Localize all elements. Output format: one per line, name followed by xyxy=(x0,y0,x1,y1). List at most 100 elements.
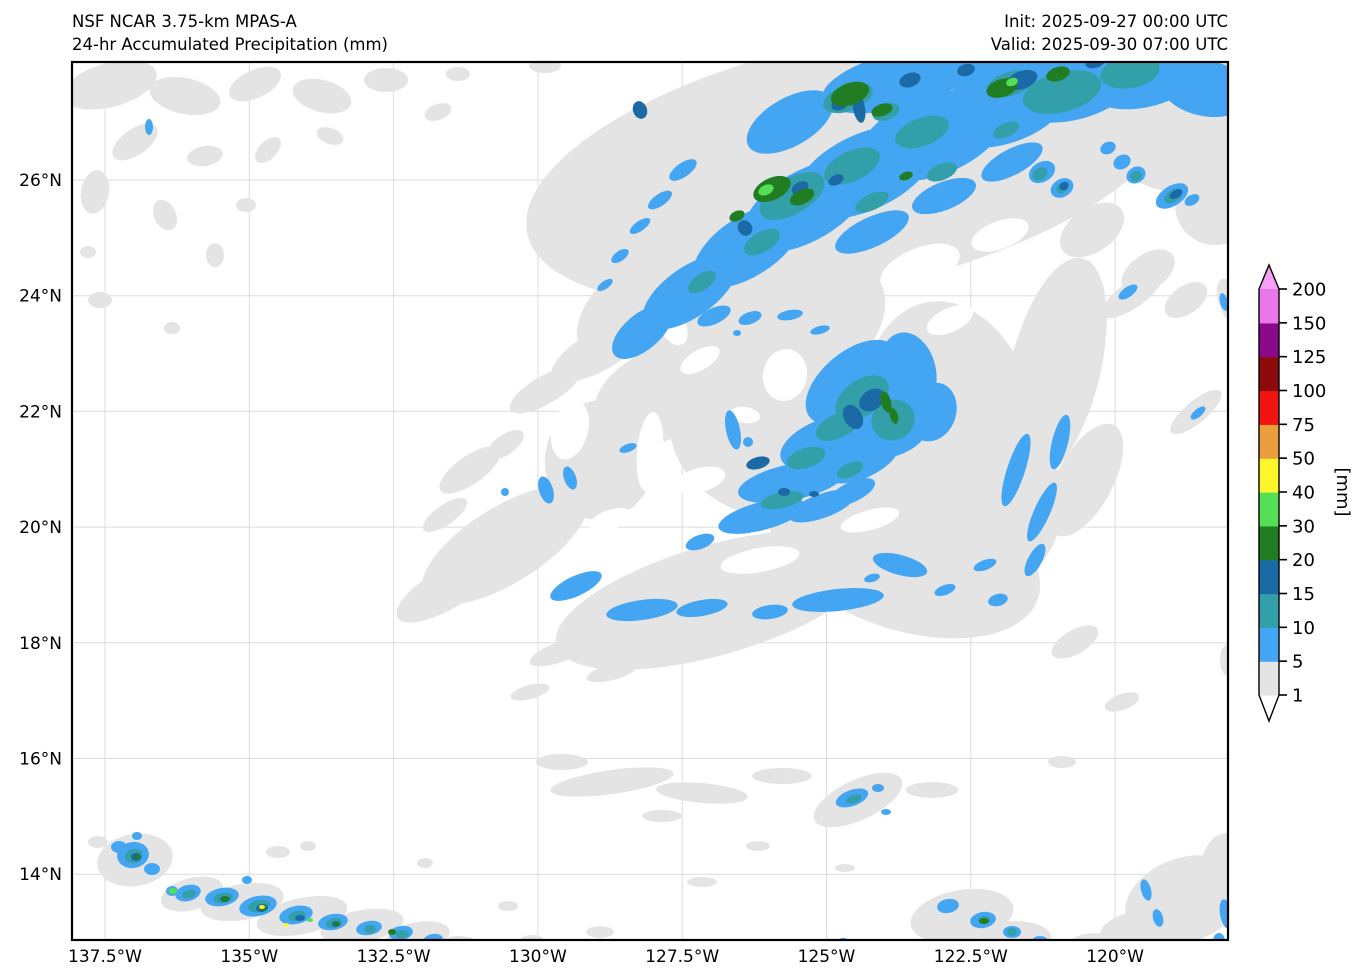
precip-contour-10mm xyxy=(926,162,958,182)
precip-contour-1mm xyxy=(316,127,344,145)
colorbar-segment xyxy=(1259,593,1279,628)
precip-contour-1mm xyxy=(255,137,281,163)
precip-contour-5mm xyxy=(738,311,762,325)
precip-contour-15mm xyxy=(746,456,770,470)
valid-time: Valid: 2025-09-30 07:00 UTC xyxy=(991,35,1228,54)
precip-contour-5mm xyxy=(743,437,753,447)
precip-contour-10mm xyxy=(992,121,1020,139)
precip-hole xyxy=(880,243,960,293)
precip-contour-30mm xyxy=(758,184,774,196)
precip-contour-5mm xyxy=(242,876,252,884)
y-tick-label: 14°N xyxy=(19,865,62,885)
precip-contour-5mm xyxy=(810,325,830,335)
colorbar-segment xyxy=(1259,322,1279,358)
x-axis-tick-labels: 137.5°W 135°W 132.5°W 130°W 127.5°W 125°W 122.… xyxy=(68,947,1144,967)
precip-contour-20mm xyxy=(899,171,913,181)
colorbar-tick-label: 100 xyxy=(1292,381,1326,402)
precip-contour-1mm xyxy=(187,145,223,167)
precip-contour-20mm xyxy=(1046,66,1070,82)
precip-contour-5mm xyxy=(132,832,142,840)
precip-contour-1mm xyxy=(906,782,958,798)
precip-hole xyxy=(674,466,726,494)
precip-contour-15mm xyxy=(809,491,819,497)
colorbar-unit-label: [mm] xyxy=(1332,467,1353,516)
colorbar-segment xyxy=(1259,525,1279,561)
colorbar-tick-label: 40 xyxy=(1292,483,1315,504)
precip-contour-1mm xyxy=(422,497,468,533)
precip-contour-1mm xyxy=(835,864,855,872)
precip-contour-1mm xyxy=(498,901,518,911)
precip-hole xyxy=(550,400,590,460)
precip-contour-5mm xyxy=(1118,284,1138,300)
precip-contour-1mm xyxy=(164,322,180,334)
precip-contour-1mm xyxy=(152,199,178,231)
precip-contour-5mm xyxy=(912,177,976,215)
precip-contour-20mm xyxy=(729,210,745,222)
precip-contour-5mm xyxy=(538,476,554,504)
figure-header: NSF NCAR 3.75-km MPAS-A 24-hr Accumulate… xyxy=(72,12,1228,54)
precip-contour-1mm xyxy=(149,76,221,116)
precip-contour-1mm xyxy=(1216,278,1228,322)
precip-contour-5mm xyxy=(835,210,909,254)
precip-contour-1mm xyxy=(1208,228,1228,244)
y-axis-tick-labels: 26°N 24°N 22°N 20°N 18°N 16°N 14°N xyxy=(19,171,62,885)
precip-contour-1mm xyxy=(550,767,674,797)
model-title: NSF NCAR 3.75-km MPAS-A xyxy=(72,12,297,31)
precip-contour-1mm xyxy=(486,429,524,461)
precip-contour-1mm xyxy=(687,877,717,887)
precip-contour-5mm xyxy=(144,863,160,875)
precip-hole xyxy=(636,412,664,492)
x-tick-label: 130°W xyxy=(509,947,567,967)
precip-contour-5mm xyxy=(685,533,715,551)
precip-contour-5mm xyxy=(550,571,602,601)
precip-contour-5mm xyxy=(907,382,957,442)
precip-contour-1mm xyxy=(446,67,470,81)
precip-contour-5mm xyxy=(1184,194,1200,206)
colorbar-segment xyxy=(1259,390,1279,425)
precip-contour-1mm xyxy=(1214,142,1228,202)
precip-contour-1mm xyxy=(529,62,561,73)
precip-contour-5mm xyxy=(145,119,153,135)
precip-contour-1mm xyxy=(236,198,256,212)
colorbar-tick-label: 20 xyxy=(1292,550,1315,571)
precip-contour-20mm xyxy=(880,391,892,413)
x-tick-label: 120°W xyxy=(1086,947,1144,967)
precip-contour-1mm xyxy=(1186,192,1224,224)
precip-hole xyxy=(762,349,808,401)
colorbar-tick-label: 75 xyxy=(1292,415,1315,436)
precip-contour-5mm xyxy=(1100,141,1116,155)
colorbar-tick-label: 30 xyxy=(1292,516,1315,537)
x-tick-label: 135°W xyxy=(220,947,278,967)
precip-contour-15mm xyxy=(828,174,844,186)
precip-contour-30mm xyxy=(1006,77,1018,87)
precip-contour-1mm xyxy=(396,557,494,623)
x-tick-label: 137.5°W xyxy=(68,947,142,967)
precip-contour-5mm xyxy=(563,466,577,490)
precip-contour-5mm xyxy=(676,598,728,618)
colorbar-segment xyxy=(1259,627,1279,662)
init-time: Init: 2025-09-27 00:00 UTC xyxy=(1004,12,1228,31)
precip-contour-1mm xyxy=(746,841,770,851)
precip-contour-10mm xyxy=(836,461,864,479)
colorbar-segment xyxy=(1259,661,1279,696)
precip-contour-1mm xyxy=(1003,257,1107,483)
precip-contour-10mm xyxy=(364,925,376,933)
colorbar-tick-label: 15 xyxy=(1292,584,1315,605)
precip-contour-5mm xyxy=(937,898,959,914)
precip-contour-15mm xyxy=(1169,189,1183,199)
x-tick-label: 127.5°W xyxy=(645,947,719,967)
precip-contour-10mm xyxy=(786,446,826,470)
colorbar-tick-label: 10 xyxy=(1292,618,1315,639)
precip-contour-15mm xyxy=(957,63,975,77)
precip-contour-5mm xyxy=(612,305,672,359)
precip-contour-5mm xyxy=(746,90,834,154)
precip-contour-5mm xyxy=(1024,543,1046,577)
precip-contour-1mm xyxy=(586,661,638,683)
colorbar-tick-label: 150 xyxy=(1292,313,1326,334)
precip-contour-1mm xyxy=(292,78,352,114)
precip-contour-1mm xyxy=(536,754,588,770)
colorbar-segment xyxy=(1259,424,1279,459)
precip-contour-5mm xyxy=(611,248,629,264)
